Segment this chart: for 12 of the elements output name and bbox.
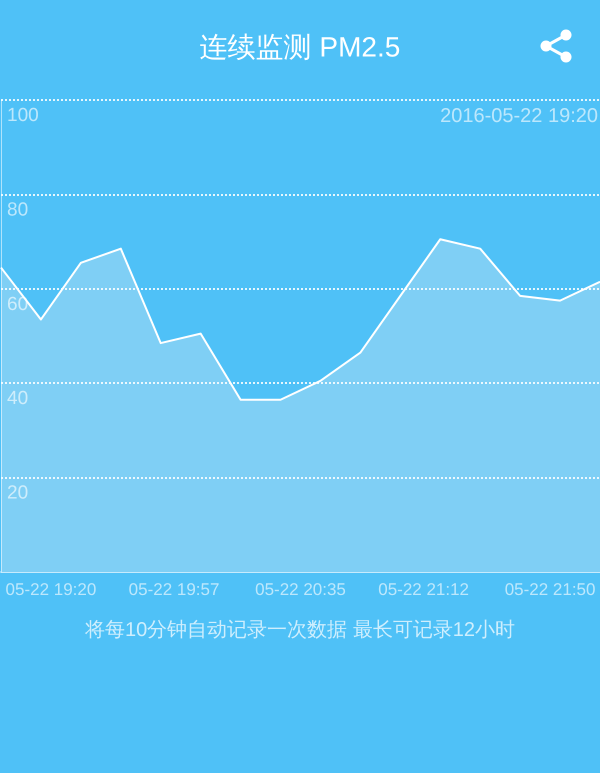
y-tick-label: 100 — [7, 105, 39, 126]
text: 将每10分钟自动记录一次数据 最长可记录12小时 — [84, 619, 516, 641]
chart-title: 连续监测 PM2.5 — [200, 32, 400, 62]
annotation: 2016-05-22 19:20 — [440, 105, 598, 127]
x-tick-label: 05-22 21:50 — [504, 580, 596, 599]
y-tick-label: 40 — [7, 388, 28, 410]
x-tick-label: 05-22 21:12 — [378, 580, 470, 599]
x-tick-label: 05-22 20:35 — [255, 580, 346, 599]
x-tick-label: 05-22 19:20 — [6, 580, 96, 599]
y-tick-label: 80 — [7, 199, 28, 220]
x-tick-label: 05-22 19:57 — [128, 580, 220, 599]
y-tick-label: 20 — [7, 482, 28, 504]
